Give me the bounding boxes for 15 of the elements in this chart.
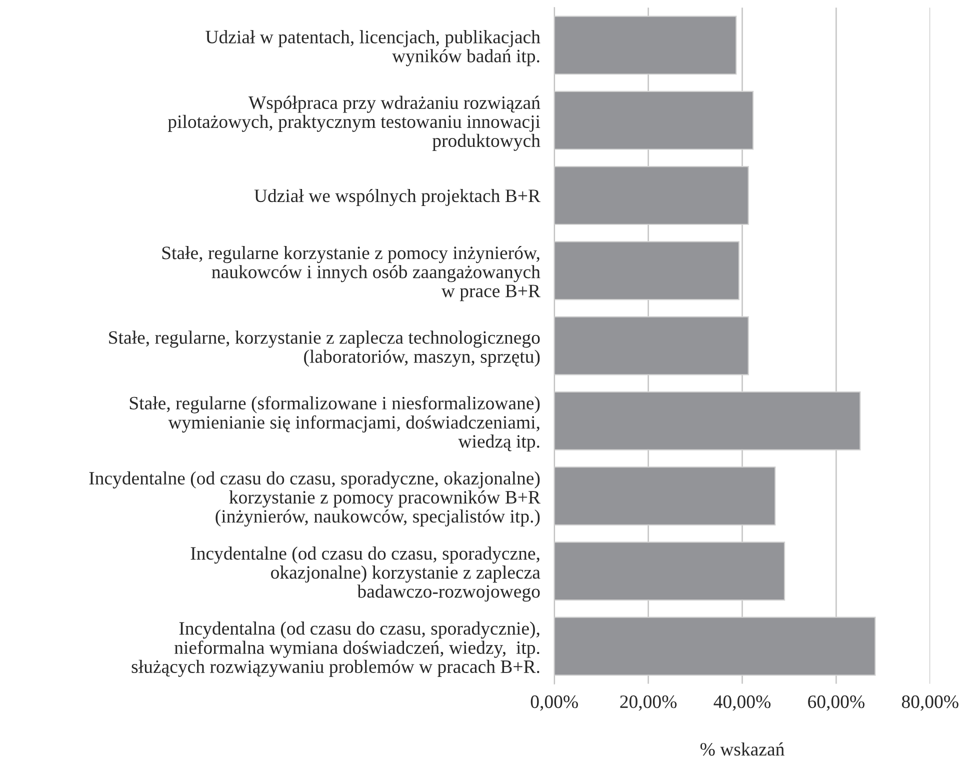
x-tick-label: 60,00%: [808, 695, 864, 711]
y-tick-label: Incydentalna (od czasu do czasu, sporadycznie), nieformalna wymiana doświadczeń, wiedzy, itp. służących rozwiązywaniu problemów w pracach B+R.: [132, 622, 540, 677]
x-axis-title: % wskazań: [700, 742, 784, 756]
y-tick-label: Stałe, regularne korzystanie z pomocy inżynierów, naukowców i innych osób zaangażowanych w prace B+R: [162, 246, 540, 302]
y-tick-label: Współpraca przy wdrażaniu rozwiązań pilotażowych, praktycznym testowaniu innowacji produktowych: [168, 96, 540, 151]
y-tick-label: Stałe, regularne (sformalizowane i niesformalizowane) wymienianie się informacjami, doświadczeniami, wiedzą itp.: [130, 396, 540, 452]
x-tick-label: 0,00%: [530, 695, 578, 711]
y-tick-label: Udział w patentach, licencjach, publikacjach wyników badań itp.: [206, 30, 540, 66]
y-tick-label: Stałe, regularne, korzystanie z zaplecza technologicznego (laboratoriów, maszyn, sprzętu): [109, 330, 540, 367]
x-tick-label: 80,00%: [902, 695, 958, 711]
x-tick-label: 40,00%: [714, 695, 771, 711]
y-tick-label: Incydentalne (od czasu do czasu, sporadyczne, okazjonalne) korzystanie z zaplecza badawczo-rozwojowego: [190, 546, 540, 602]
y-tick-label: Udział we wspólnych projektach B+R: [254, 188, 540, 206]
x-tick-label: 20,00%: [620, 695, 677, 711]
y-tick-label: Incydentalne (od czasu do czasu, sporadyczne, okazjonalne) korzystanie z pomocy pracowników B+R (inżynierów, naukowców, specjalistów itp.): [89, 471, 540, 527]
